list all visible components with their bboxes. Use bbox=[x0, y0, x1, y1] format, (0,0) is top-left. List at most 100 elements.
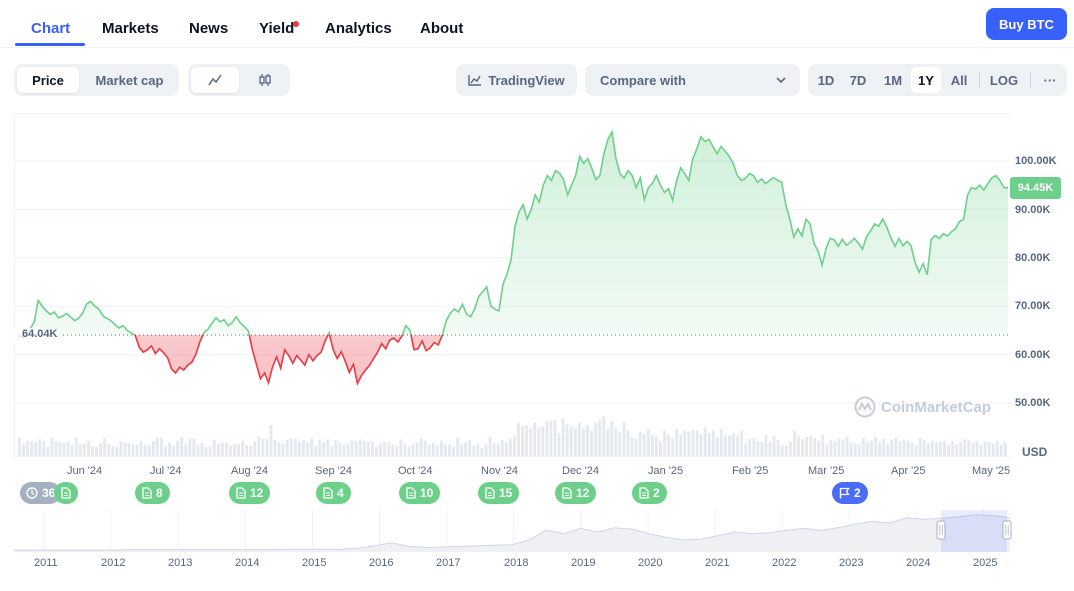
news-badge[interactable]: 10 bbox=[399, 482, 441, 504]
x-tick-label: Jan '25 bbox=[648, 465, 684, 477]
news-badge[interactable] bbox=[54, 482, 78, 504]
range-all-button[interactable]: All bbox=[950, 72, 968, 88]
log-scale-button[interactable]: LOG bbox=[989, 72, 1019, 88]
tab-markets[interactable]: Markets bbox=[102, 20, 159, 37]
navigator-right-handle[interactable] bbox=[1002, 520, 1012, 540]
volume-bar bbox=[22, 444, 25, 456]
volume-bar bbox=[569, 426, 573, 456]
history-badge[interactable]: 36 bbox=[20, 482, 62, 504]
volume-bar bbox=[297, 441, 301, 456]
volume-bar bbox=[991, 443, 995, 456]
volume-bar bbox=[50, 438, 54, 456]
volume-bar bbox=[545, 421, 549, 456]
line-chart-button[interactable] bbox=[191, 67, 239, 93]
coinmarketcap-watermark: CoinMarketCap bbox=[854, 396, 991, 418]
volume-bar bbox=[695, 430, 699, 456]
volume-bar bbox=[480, 447, 484, 456]
more-options-button[interactable]: ··· bbox=[1043, 72, 1057, 88]
range-1m-button[interactable]: 1M bbox=[883, 72, 903, 88]
marketcap-toggle-button[interactable]: Market cap bbox=[95, 72, 164, 88]
volume-bar bbox=[58, 442, 62, 456]
volume-bar bbox=[553, 419, 557, 456]
yield-notification-dot bbox=[293, 21, 299, 27]
volume-bar bbox=[590, 430, 593, 456]
volume-bar bbox=[947, 444, 950, 456]
tab-news[interactable]: News bbox=[189, 20, 229, 37]
news-badge[interactable]: 15 bbox=[478, 482, 520, 504]
volume-bar bbox=[703, 427, 707, 456]
range-1d-button[interactable]: 1D bbox=[817, 72, 835, 88]
volume-bar bbox=[943, 440, 946, 456]
volume-bar bbox=[427, 444, 431, 456]
tab-yield[interactable]: Yield bbox=[259, 20, 295, 37]
news-badge[interactable]: 12 bbox=[229, 482, 271, 504]
volume-bar bbox=[127, 442, 131, 456]
range-1y-button[interactable]: 1Y bbox=[911, 67, 941, 93]
volume-bar bbox=[513, 435, 516, 456]
volume-bar bbox=[224, 442, 228, 456]
volume-bar bbox=[797, 436, 800, 456]
volume-bar bbox=[963, 439, 967, 456]
volume-bar bbox=[951, 440, 955, 456]
tab-about[interactable]: About bbox=[420, 20, 464, 37]
news-badge[interactable]: 12 bbox=[555, 482, 597, 504]
volume-bar bbox=[314, 445, 318, 456]
volume-bar bbox=[719, 429, 723, 456]
volume-bar bbox=[586, 425, 589, 456]
volume-bar bbox=[346, 444, 350, 456]
volume-bar bbox=[683, 430, 687, 456]
volume-bar bbox=[809, 435, 813, 456]
volume-bar bbox=[143, 444, 147, 456]
coinmarketcap-logo-icon bbox=[854, 396, 876, 418]
volume-bar bbox=[614, 428, 618, 456]
compare-with-dropdown[interactable]: Compare with bbox=[585, 64, 800, 96]
news-badge[interactable]: 4 bbox=[316, 482, 351, 504]
news-count: 12 bbox=[250, 486, 264, 500]
x-tick-label: Feb '25 bbox=[732, 465, 769, 477]
navigator-left-handle[interactable] bbox=[936, 520, 946, 540]
volume-bar bbox=[448, 444, 451, 456]
volume-bar bbox=[711, 430, 715, 456]
volume-bar bbox=[391, 444, 395, 456]
volume-bar bbox=[638, 431, 642, 456]
volume-bar bbox=[687, 431, 691, 456]
volume-bar bbox=[646, 429, 650, 456]
news-badge[interactable]: 8 bbox=[135, 482, 170, 504]
volume-bar bbox=[188, 438, 192, 456]
price-chart[interactable] bbox=[0, 0, 1074, 470]
volume-bar bbox=[415, 442, 419, 456]
active-tab-indicator bbox=[15, 43, 85, 46]
tab-chart[interactable]: Chart bbox=[31, 20, 71, 37]
volume-bar bbox=[975, 440, 979, 456]
x-tick-label: Oct '24 bbox=[398, 465, 433, 477]
baseline-price-label: 64.04K bbox=[14, 328, 61, 343]
volume-bar bbox=[671, 437, 675, 456]
volume-bar bbox=[476, 444, 480, 456]
range-7d-button[interactable]: 7D bbox=[849, 72, 867, 88]
buy-btc-button[interactable]: Buy BTC bbox=[986, 8, 1067, 40]
tradingview-button[interactable]: TradingView bbox=[456, 64, 577, 96]
navigator-year-label: 2022 bbox=[772, 557, 797, 569]
volume-bar bbox=[18, 437, 21, 456]
volume-bar bbox=[902, 439, 906, 456]
event-flag-badge[interactable]: 2 bbox=[832, 482, 868, 504]
tab-analytics[interactable]: Analytics bbox=[325, 20, 392, 37]
volume-bar bbox=[922, 439, 926, 456]
volume-bar bbox=[99, 443, 103, 456]
news-badge[interactable]: 2 bbox=[632, 482, 667, 504]
volume-bar bbox=[95, 446, 98, 456]
price-toggle-button[interactable]: Price bbox=[17, 67, 79, 93]
volume-bar bbox=[103, 438, 107, 456]
navigator-year-label: 2023 bbox=[839, 557, 864, 569]
volume-bar bbox=[285, 440, 289, 456]
volume-bar bbox=[289, 438, 293, 456]
navigator-year-label: 2016 bbox=[369, 557, 394, 569]
volume-bar bbox=[115, 446, 119, 456]
candlestick-button[interactable] bbox=[243, 67, 287, 93]
volume-bar bbox=[86, 440, 90, 456]
volume-bar bbox=[423, 440, 427, 456]
volume-bar bbox=[354, 440, 358, 456]
volume-bar bbox=[699, 434, 703, 456]
range-navigator[interactable] bbox=[14, 510, 1014, 552]
volume-bar bbox=[882, 439, 886, 456]
